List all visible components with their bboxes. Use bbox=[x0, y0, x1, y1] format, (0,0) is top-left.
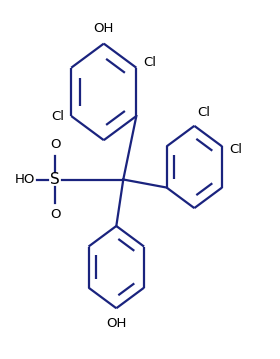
Text: Cl: Cl bbox=[143, 56, 156, 69]
Text: O: O bbox=[50, 208, 60, 221]
Text: S: S bbox=[50, 172, 60, 187]
Text: OH: OH bbox=[106, 317, 127, 330]
Text: OH: OH bbox=[94, 22, 114, 35]
Text: HO: HO bbox=[15, 173, 36, 186]
Text: Cl: Cl bbox=[229, 144, 242, 157]
Text: Cl: Cl bbox=[197, 106, 210, 119]
Text: O: O bbox=[50, 138, 60, 151]
Text: Cl: Cl bbox=[51, 109, 64, 122]
